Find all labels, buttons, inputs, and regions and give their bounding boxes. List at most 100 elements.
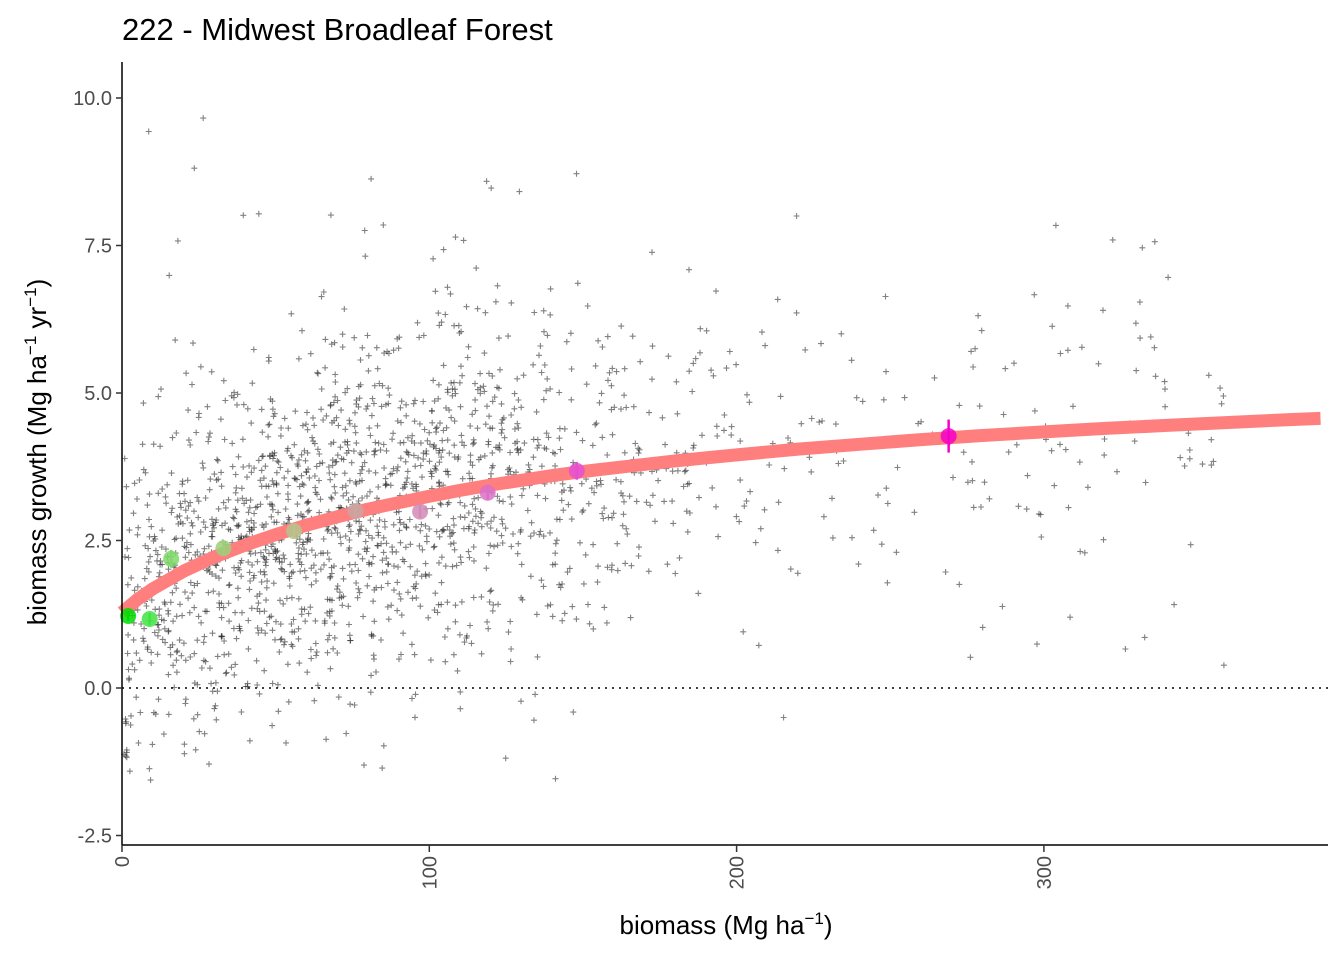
scatter-point [140, 400, 147, 407]
scatter-point [209, 571, 216, 578]
scatter-point [485, 550, 492, 557]
scatter-point [515, 540, 522, 547]
scatter-point [359, 477, 365, 484]
scatter-point [266, 614, 273, 621]
x-tick-label: 200 [727, 856, 749, 889]
scatter-point [433, 467, 440, 473]
scatter-point [397, 595, 404, 602]
scatter-point [525, 461, 532, 468]
scatter-point [356, 526, 363, 533]
scatter-point [263, 597, 269, 604]
scatter-point [251, 465, 258, 472]
scatter-point [449, 563, 456, 570]
scatter-point [690, 442, 697, 449]
scatter-point [649, 492, 656, 499]
scatter-point [197, 363, 204, 370]
scatter-point [507, 658, 514, 665]
scatter-point [394, 607, 401, 614]
scatter-point [321, 561, 327, 568]
scatter-point [766, 462, 773, 468]
scatter-point [307, 350, 314, 357]
scatter-point [312, 640, 319, 647]
scatter-point [269, 406, 276, 413]
scatter-point [970, 504, 977, 511]
scatter-point [140, 635, 146, 642]
scatter-point [222, 670, 229, 677]
scatter-point [489, 607, 496, 614]
scatter-point [975, 312, 982, 319]
scatter-point [311, 440, 318, 447]
scatter-point [384, 348, 391, 355]
scatter-point [340, 575, 347, 582]
scatter-point [683, 508, 690, 515]
scatter-point [1024, 472, 1031, 479]
scatter-point [472, 380, 478, 387]
scatter-point [477, 390, 484, 397]
scatter-point [394, 579, 401, 586]
scatter-point [380, 222, 387, 228]
scatter-point [508, 501, 515, 508]
scatter-point [496, 497, 503, 504]
scatter-point [144, 502, 151, 509]
scatter-point [427, 657, 434, 664]
scatter-point [239, 609, 245, 616]
scatter-point [540, 396, 547, 403]
scatter-point [146, 516, 152, 523]
scatter-point [884, 579, 891, 586]
scatter-point [469, 411, 476, 418]
scatter-point [189, 381, 195, 388]
scatter-point [530, 454, 537, 461]
scatter-point [249, 562, 256, 568]
scatter-point [467, 622, 473, 629]
scatter-point [357, 450, 364, 456]
scatter-point [674, 467, 681, 474]
scatter-point [332, 525, 339, 532]
scatter-point [599, 510, 606, 517]
scatter-point [438, 501, 444, 508]
scatter-point [1005, 449, 1012, 456]
scatter-point [346, 632, 353, 639]
scatter-point [537, 528, 544, 535]
scatter-point [1162, 403, 1169, 410]
scatter-point [715, 533, 722, 540]
scatter-point [294, 501, 301, 508]
scatter-point [288, 641, 295, 648]
scatter-point [335, 694, 342, 701]
scatter-point [169, 505, 176, 512]
scatter-point [313, 652, 320, 659]
scatter-point [342, 389, 349, 396]
scatter-point [598, 481, 604, 488]
scatter-point [205, 434, 212, 441]
scatter-point [574, 280, 581, 287]
scatter-point [411, 440, 418, 446]
scatter-point [263, 521, 269, 527]
scatter-point [221, 651, 228, 658]
scatter-point [883, 485, 890, 492]
scatter-point [454, 456, 461, 463]
scatter-point [240, 401, 247, 408]
scatter-point [1065, 504, 1072, 511]
scatter-point [659, 414, 666, 421]
scatter-point [301, 546, 307, 553]
scatter-point [969, 477, 976, 484]
scatter-point [308, 565, 315, 572]
scatter-point [746, 399, 753, 406]
scatter-point [237, 559, 244, 566]
scatter-point [130, 636, 137, 643]
scatter-point [483, 178, 490, 185]
scatter-point [368, 412, 375, 419]
scatter-point [169, 434, 176, 441]
scatter-point [736, 518, 743, 525]
scatter-point [246, 737, 253, 744]
scatter-point [502, 755, 509, 762]
scatter-point [794, 570, 801, 577]
scatter-point [618, 406, 624, 413]
scatter-point [218, 483, 225, 490]
scatter-point [437, 500, 444, 507]
scatter-point [535, 442, 542, 449]
scatter-point [217, 416, 224, 423]
scatter-point [387, 471, 394, 478]
scatter-point [269, 506, 276, 513]
scatter-point [534, 492, 541, 499]
scatter-point [155, 393, 162, 400]
